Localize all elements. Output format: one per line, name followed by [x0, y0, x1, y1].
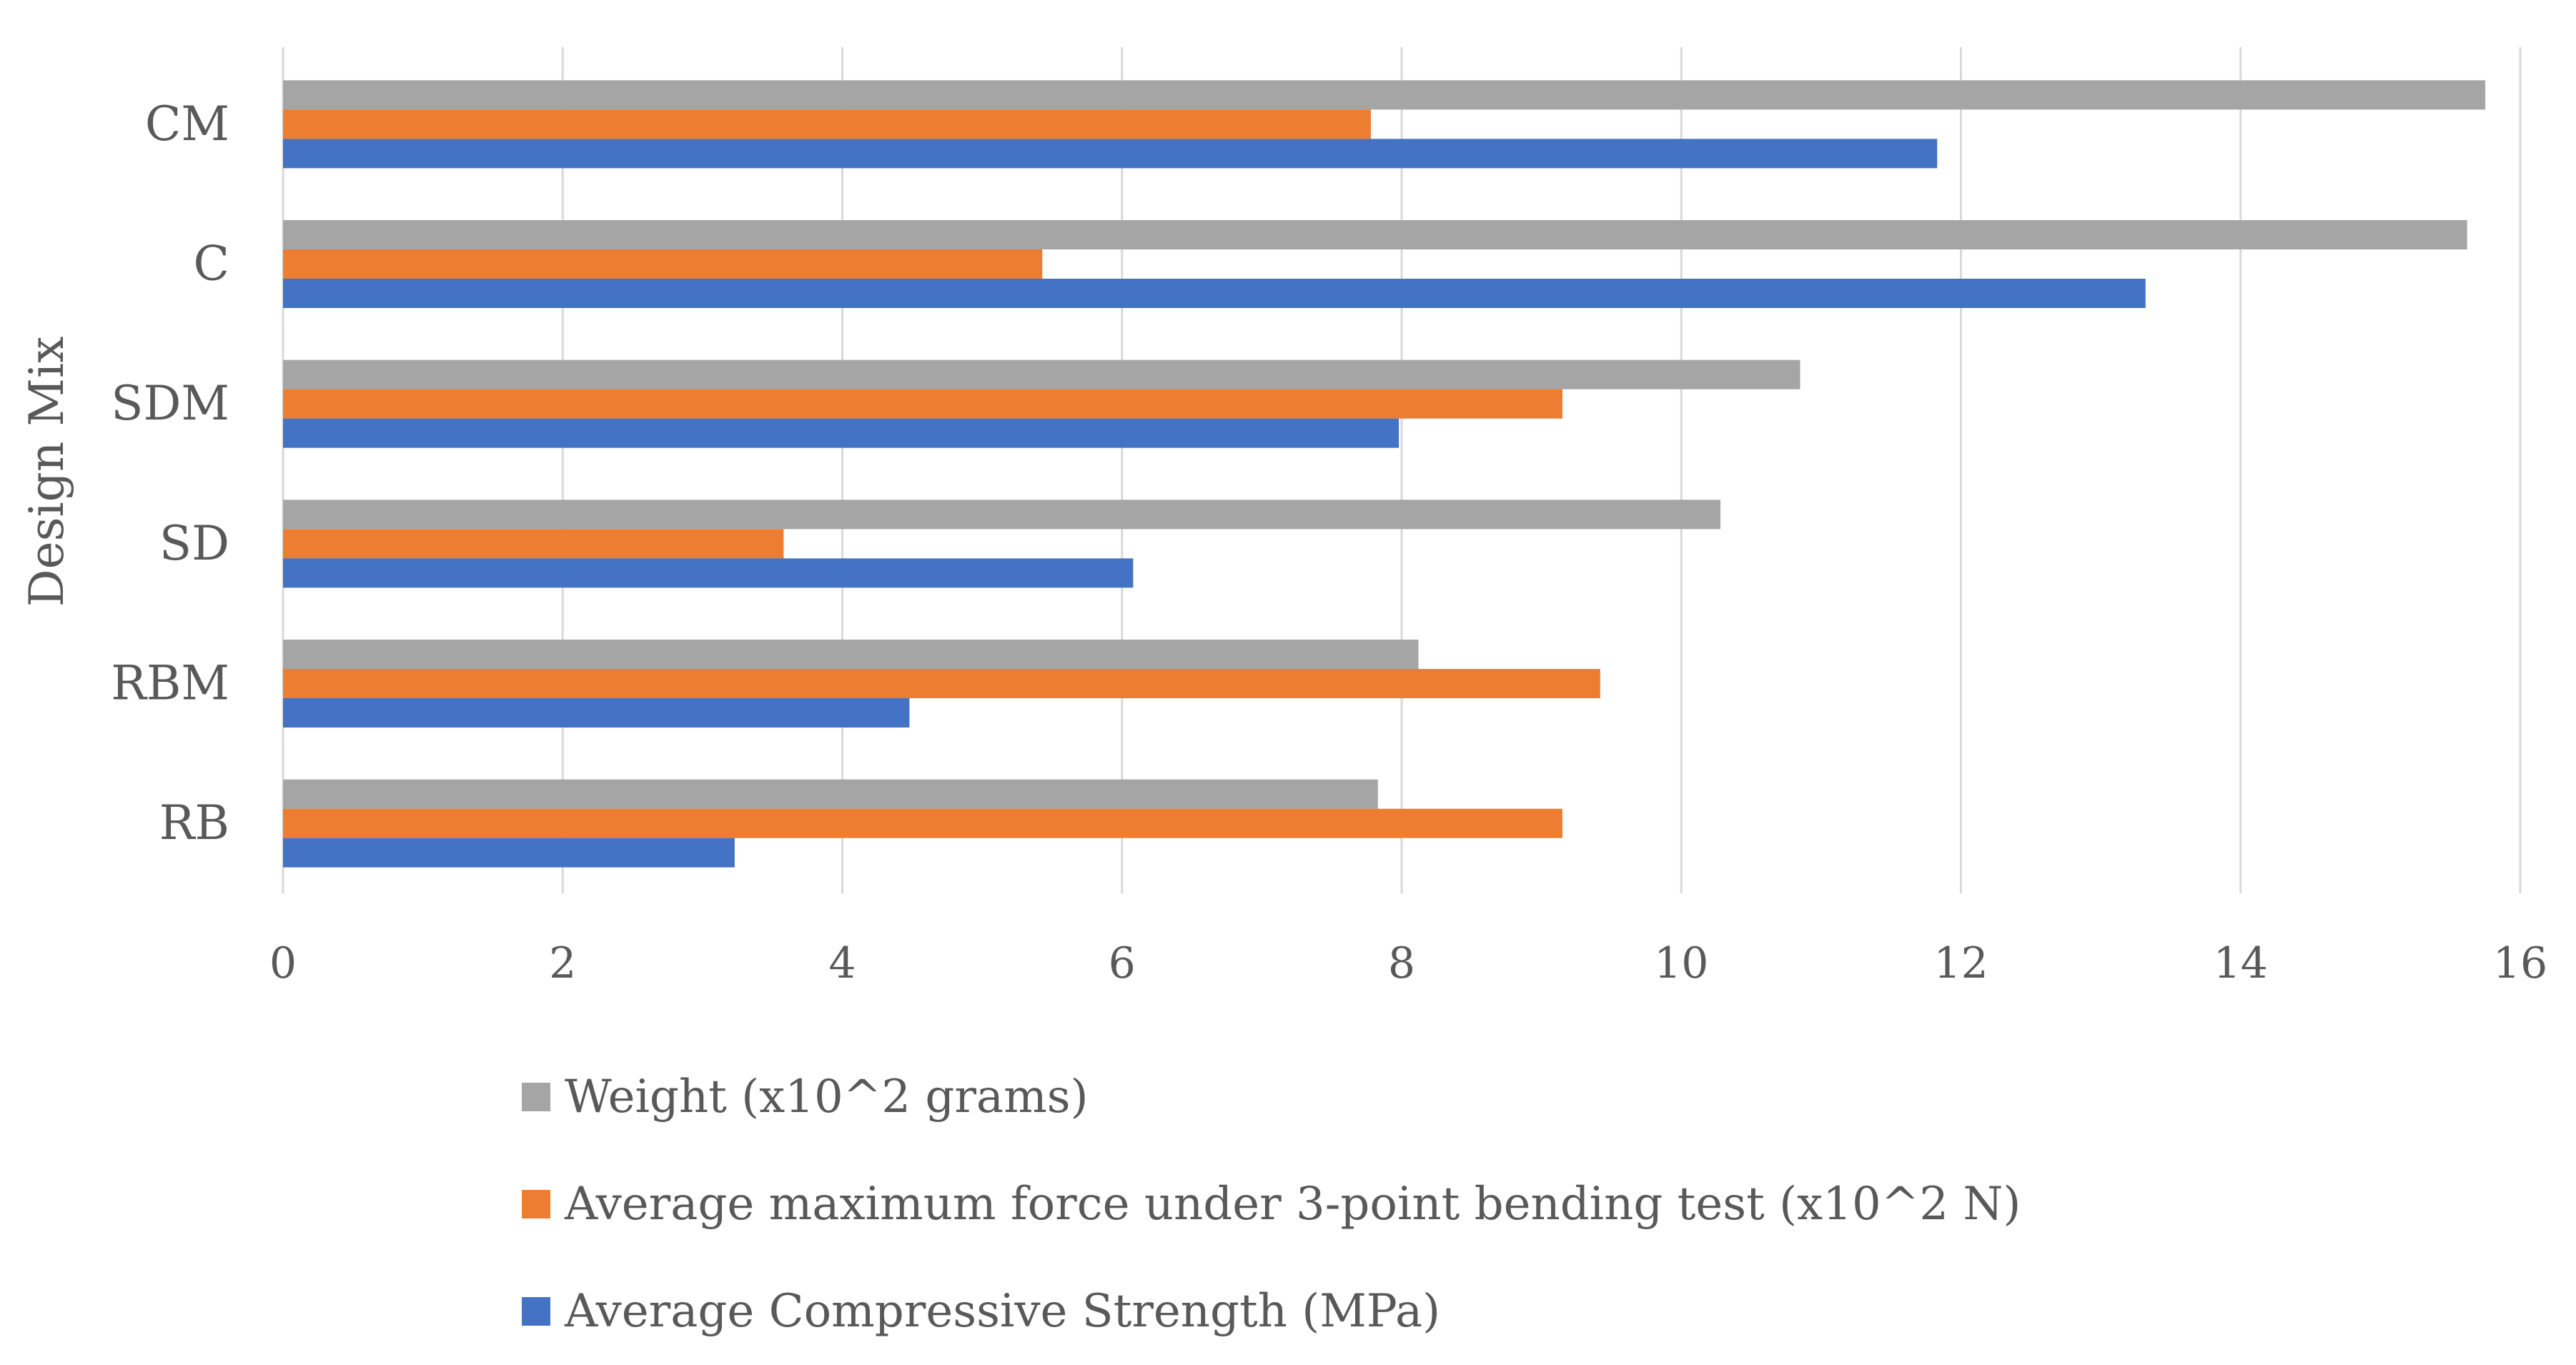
legend-label: Average Compressive Strength (MPa) — [565, 1285, 1441, 1338]
legend-swatch — [522, 1190, 550, 1218]
gridlines — [282, 47, 2522, 893]
bars — [283, 80, 2486, 868]
bar-c-series-1 — [283, 220, 2467, 249]
legend-item: Weight (x10^2 grams) — [522, 1043, 2021, 1151]
x-tick-label: 14 — [2214, 938, 2268, 988]
x-tick-label: 6 — [1109, 938, 1136, 988]
bar-sdm-series-3 — [283, 418, 1400, 448]
x-tick-label: 4 — [828, 938, 856, 988]
legend-item: Average Compressive Strength (MPa) — [522, 1258, 2021, 1365]
y-category-label: C — [194, 237, 230, 292]
bar-cm-series-3 — [283, 139, 1938, 169]
bar-c-series-3 — [283, 279, 2146, 308]
x-axis-ticks: 0 2 4 6 8 10 12 14 16 — [269, 938, 2547, 988]
bar-rbm-series-2 — [283, 669, 1600, 698]
y-axis-categories: CM C SDM SD RBM RB — [111, 96, 229, 850]
x-tick-label: 12 — [1933, 938, 1988, 988]
bar-rbm-series-3 — [283, 698, 910, 728]
y-axis-label: Design Mix — [19, 337, 74, 607]
y-category-label: CM — [145, 96, 229, 152]
bar-sdm-series-2 — [283, 389, 1562, 419]
bar-rb-series-1 — [283, 779, 1378, 809]
y-category-label: SDM — [111, 376, 229, 431]
legend-label: Average maximum force under 3-point bend… — [565, 1178, 2021, 1231]
legend: Weight (x10^2 grams) Average maximum forc… — [522, 1043, 2021, 1365]
bar-sd-series-2 — [283, 529, 784, 559]
legend-swatch — [522, 1297, 550, 1326]
legend-swatch — [522, 1083, 550, 1111]
bar-cm-series-2 — [283, 109, 1371, 139]
x-tick-label: 2 — [549, 938, 576, 988]
bar-sdm-series-1 — [283, 359, 1800, 389]
legend-item: Average maximum force under 3-point bend… — [522, 1151, 2021, 1258]
bar-cm-series-1 — [283, 80, 2486, 110]
x-tick-label: 0 — [269, 938, 297, 988]
y-category-label: RBM — [111, 656, 229, 711]
y-category-label: RB — [159, 795, 229, 850]
bar-c-series-2 — [283, 249, 1043, 279]
bar-sd-series-3 — [283, 558, 1134, 588]
bar-rb-series-2 — [283, 808, 1562, 838]
bar-rb-series-3 — [283, 838, 735, 868]
x-tick-label: 8 — [1388, 938, 1415, 988]
bar-sd-series-1 — [283, 500, 1721, 530]
x-tick-label: 10 — [1654, 938, 1708, 988]
y-category-label: SD — [159, 516, 229, 571]
x-tick-label: 16 — [2493, 938, 2547, 988]
legend-label: Weight (x10^2 grams) — [565, 1071, 1089, 1123]
bar-rbm-series-1 — [283, 640, 1419, 669]
